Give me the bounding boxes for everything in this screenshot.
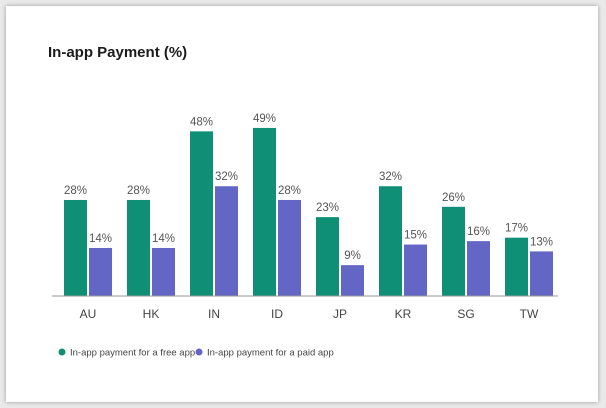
bar-in-series-1 xyxy=(190,131,213,296)
bar-tw-series-2 xyxy=(530,251,553,296)
x-tick-label: HK xyxy=(143,307,160,321)
data-label: 14% xyxy=(89,233,112,245)
data-label: 9% xyxy=(344,250,361,262)
x-tick-label: AU xyxy=(80,307,97,321)
x-tick-label: KR xyxy=(395,307,412,321)
bar-id-series-1 xyxy=(253,127,276,297)
legend-label-series-1: In-app payment for a free app xyxy=(70,348,195,359)
data-label: 28% xyxy=(127,185,150,197)
bar-tw-series-1 xyxy=(505,237,528,296)
bars-layer: 28% 14% 28% 14% 48% 32% 49% 28% 23% 9% 32% 15% 26% 16… xyxy=(64,113,553,297)
x-tick-label: ID xyxy=(271,307,283,321)
x-tick-label: JP xyxy=(333,307,347,321)
bar-au-series-1 xyxy=(64,199,87,296)
x-tick-label: IN xyxy=(208,307,220,321)
x-tick-label: SG xyxy=(457,307,474,321)
data-label: 14% xyxy=(152,233,175,245)
bar-jp-series-1 xyxy=(316,217,339,296)
data-label: 26% xyxy=(442,192,465,204)
legend: In-app payment for a free app In-app paym… xyxy=(58,348,334,359)
data-label: 32% xyxy=(215,171,238,183)
data-label: 15% xyxy=(404,230,427,242)
bar-jp-series-2 xyxy=(341,265,364,296)
data-label: 16% xyxy=(467,226,490,238)
bar-id-series-2 xyxy=(278,199,301,296)
bar-hk-series-1 xyxy=(127,199,150,296)
legend-marker-series-1 xyxy=(58,348,66,356)
bar-chart: In-app Payment (%) 28% 14% 28% 14% 48% 32% 49%… xyxy=(48,44,558,359)
bar-hk-series-2 xyxy=(152,247,175,296)
bar-in-series-2 xyxy=(215,186,238,296)
x-tick-label: TW xyxy=(520,307,539,321)
chart-card: In-app Payment (%) 28% 14% 28% 14% 48% 32% 49%… xyxy=(6,6,598,402)
bar-sg-series-2 xyxy=(467,241,490,296)
data-label: 23% xyxy=(316,202,339,214)
data-label: 13% xyxy=(530,236,553,248)
bar-kr-series-1 xyxy=(379,186,402,296)
data-label: 48% xyxy=(190,116,213,128)
bar-sg-series-1 xyxy=(442,206,465,296)
data-label: 17% xyxy=(505,223,528,235)
bar-au-series-2 xyxy=(89,247,112,296)
legend-marker-series-2 xyxy=(195,348,203,356)
data-label: 32% xyxy=(379,171,402,183)
x-tick-labels: AU HK IN ID JP KR SG TW xyxy=(80,307,539,321)
data-label: 28% xyxy=(64,185,87,197)
data-label: 28% xyxy=(278,185,301,197)
chart-title: In-app Payment (%) xyxy=(48,44,187,61)
data-label: 49% xyxy=(253,113,276,125)
legend-label-series-2: In-app payment for a paid app xyxy=(207,348,334,359)
bar-kr-series-2 xyxy=(404,244,427,296)
